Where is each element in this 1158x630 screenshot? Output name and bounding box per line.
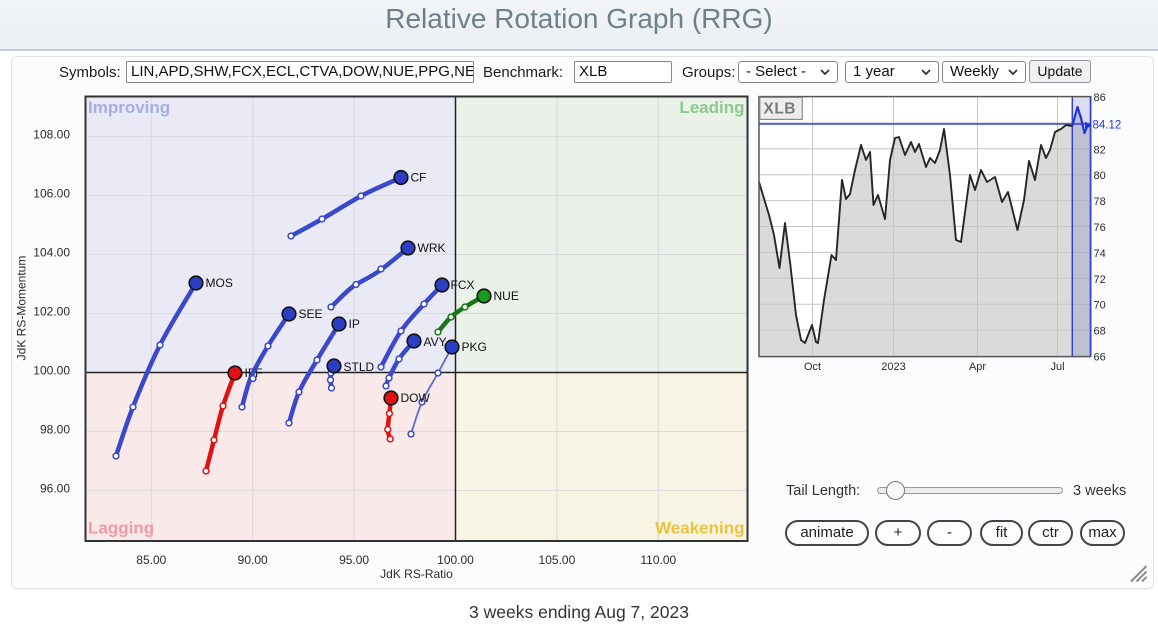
svg-text:85.00: 85.00 (136, 553, 166, 567)
svg-text:66: 66 (1094, 352, 1106, 364)
svg-text:80: 80 (1094, 170, 1106, 182)
svg-text:105.00: 105.00 (539, 553, 576, 567)
svg-text:XLB: XLB (764, 101, 797, 118)
svg-text:FCX: FCX (451, 278, 475, 292)
svg-text:JdK RS-Momentum: JdK RS-Momentum (15, 256, 29, 361)
svg-text:Leading: Leading (679, 98, 744, 117)
svg-text:2023: 2023 (881, 361, 905, 373)
svg-text:106.00: 106.00 (33, 187, 70, 201)
svg-text:STLD: STLD (344, 360, 375, 374)
svg-text:68: 68 (1094, 326, 1106, 338)
svg-text:CF: CF (411, 171, 427, 185)
svg-text:Lagging: Lagging (88, 519, 154, 538)
svg-text:110.00: 110.00 (640, 553, 676, 567)
svg-text:104.00: 104.00 (33, 246, 70, 260)
svg-text:DOW: DOW (401, 391, 431, 405)
svg-text:Improving: Improving (88, 98, 170, 117)
svg-text:NUE: NUE (494, 289, 519, 303)
svg-text:100.00: 100.00 (437, 553, 474, 567)
svg-text:WRK: WRK (418, 241, 446, 255)
svg-text:Jul: Jul (1050, 361, 1064, 373)
svg-text:Apr: Apr (969, 361, 986, 373)
svg-text:76: 76 (1094, 222, 1106, 234)
svg-text:74: 74 (1094, 248, 1106, 260)
svg-text:102.00: 102.00 (33, 305, 70, 319)
svg-text:86: 86 (1094, 92, 1106, 104)
svg-text:MOS: MOS (206, 276, 233, 290)
svg-text:90.00: 90.00 (238, 553, 268, 567)
svg-text:100.00: 100.00 (33, 364, 70, 378)
svg-text:78: 78 (1094, 196, 1106, 208)
svg-text:AVY: AVY (424, 335, 447, 349)
svg-text:JdK RS-Ratio: JdK RS-Ratio (380, 567, 453, 581)
svg-text:Weakening: Weakening (655, 519, 744, 538)
svg-text:70: 70 (1094, 300, 1106, 312)
svg-text:Oct: Oct (804, 361, 821, 373)
svg-text:72: 72 (1094, 274, 1106, 286)
svg-text:SEE: SEE (299, 307, 323, 321)
svg-text:84.12: 84.12 (1093, 120, 1122, 132)
svg-text:98.00: 98.00 (40, 422, 70, 436)
svg-text:95.00: 95.00 (339, 553, 369, 567)
svg-text:PKG: PKG (462, 340, 487, 354)
svg-text:IP: IP (349, 317, 360, 331)
svg-text:96.00: 96.00 (40, 481, 70, 495)
svg-text:108.00: 108.00 (33, 128, 70, 142)
svg-text:82: 82 (1094, 144, 1106, 156)
